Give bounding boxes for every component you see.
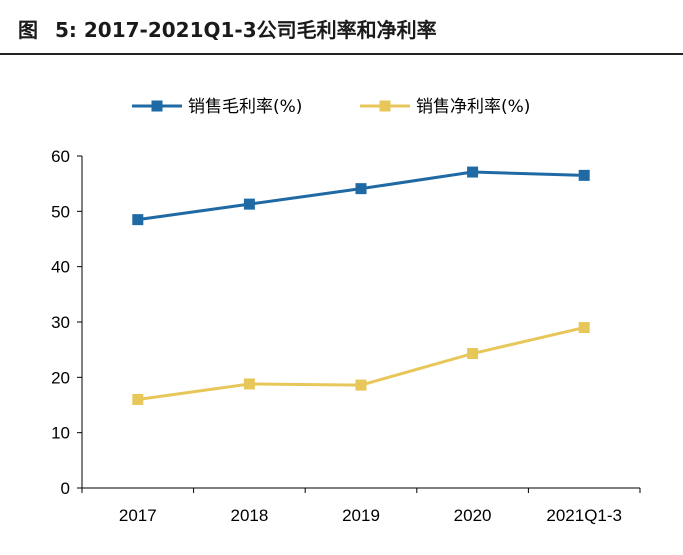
data-point [578, 169, 590, 181]
data-point [132, 393, 144, 405]
x-tick-label: 2021Q1-3 [546, 506, 622, 525]
x-tick-label: 2020 [454, 506, 492, 525]
axes: 0 10 20 30 40 50 60 2017 2018 2019 2020 2021Q1-3 [51, 147, 641, 525]
data-point [243, 378, 255, 390]
y-tick-label: 60 [51, 147, 70, 166]
data-point [578, 322, 590, 334]
figure-title: 图 5: 2017-2021Q1-3公司毛利率和净利率 [18, 14, 437, 43]
data-point [243, 198, 255, 210]
figure-title-text: 2017-2021Q1-3公司毛利率和净利率 [83, 18, 437, 42]
y-tick-label: 20 [51, 368, 70, 387]
data-point [132, 214, 144, 226]
legend-swatch-marker [379, 100, 391, 112]
y-tick-label: 30 [51, 313, 70, 332]
x-tick-label: 2017 [119, 506, 157, 525]
legend: 销售毛利率(%) 销售净利率(%) [132, 97, 530, 117]
series-line [137, 170, 585, 222]
data-point [355, 183, 367, 195]
legend-item: 销售净利率(%) [360, 97, 530, 117]
y-tick-label: 0 [61, 479, 70, 498]
title-rule [0, 53, 683, 55]
series-group [132, 166, 590, 405]
y-tick-label: 10 [51, 424, 70, 443]
figure-label: 图 [18, 18, 38, 42]
legend-label: 销售净利率(%) [416, 97, 530, 117]
y-tick-label: 40 [51, 258, 70, 277]
legend-item: 销售毛利率(%) [132, 97, 302, 117]
figure-number: 5: [54, 18, 77, 42]
legend-swatch-marker [151, 100, 163, 112]
legend-label: 销售毛利率(%) [188, 97, 302, 117]
x-tick-label: 2018 [230, 506, 268, 525]
series-2 [132, 322, 590, 405]
data-point [355, 379, 367, 391]
data-point [467, 166, 479, 178]
x-tick-label: 2019 [342, 506, 380, 525]
data-point [467, 348, 479, 360]
y-tick-label: 50 [51, 202, 70, 221]
series-1 [132, 166, 590, 226]
